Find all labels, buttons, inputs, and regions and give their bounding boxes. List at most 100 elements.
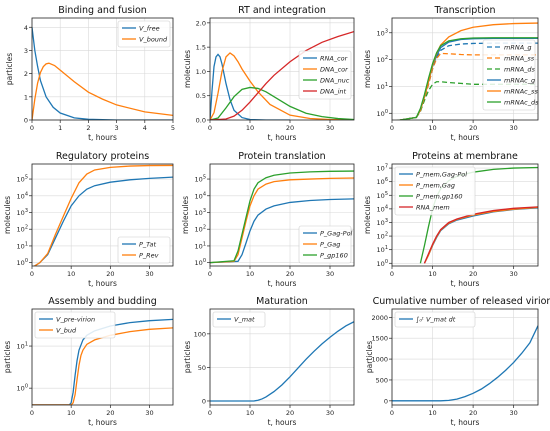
y-axis-label: molecules bbox=[363, 196, 372, 234]
y-tick-label: 0.5 bbox=[196, 92, 206, 100]
y-tick-label: 101 bbox=[17, 342, 28, 351]
legend-label: P_mem,gp160 bbox=[416, 193, 463, 201]
legend-box bbox=[394, 311, 476, 328]
chart-panel-5: 0 10 20 30 100 101 102 103 104 105 Protein transla… bbox=[181, 151, 355, 288]
x-tick-label: 30 bbox=[145, 409, 153, 417]
legend: V_mat bbox=[212, 311, 266, 328]
y-tick-label: 106 bbox=[377, 177, 388, 186]
x-tick-label: 30 bbox=[326, 409, 334, 417]
x-tick-label: 30 bbox=[510, 270, 518, 278]
x-axis-label: t, hours bbox=[268, 133, 297, 142]
x-tick-label: 1 bbox=[58, 124, 62, 132]
x-axis-label: t, hours bbox=[451, 418, 480, 427]
y-tick-label: 4 bbox=[24, 24, 28, 32]
y-tick-label: 0 bbox=[384, 397, 388, 405]
legend-box bbox=[394, 166, 476, 216]
series-line-4 bbox=[423, 206, 538, 264]
series-line-2 bbox=[210, 52, 354, 120]
chart-title: Cumulative number of released virions bbox=[373, 296, 550, 307]
series-line-4 bbox=[210, 30, 354, 120]
x-tick-label: 30 bbox=[510, 124, 518, 132]
y-axis-label: molecules bbox=[363, 50, 372, 88]
x-tick-label: 20 bbox=[286, 270, 294, 278]
legend-label: mRNA_ss bbox=[504, 55, 535, 63]
y-axis-label: molecules bbox=[183, 50, 192, 88]
legend: P_Tat P_Rev bbox=[117, 236, 171, 264]
chart-panel-1: 0 1 2 3 4 5 0 1 2 3 4 Binding and fusion t, hours par… bbox=[5, 5, 175, 142]
x-tick-label: 20 bbox=[469, 270, 477, 278]
x-axis-label: t, hours bbox=[451, 133, 480, 142]
x-tick-label: 30 bbox=[326, 124, 334, 132]
x-tick-label: 10 bbox=[246, 124, 254, 132]
legend-label: RNA_mem bbox=[416, 204, 450, 212]
chart-panel-3: 0 10 20 30 100 101 102 103 Transcription t, hours… bbox=[363, 5, 539, 142]
series-line-2 bbox=[210, 177, 354, 264]
legend-box bbox=[298, 225, 352, 264]
chart-panel-4: 0 10 20 30 100 101 102 103 104 105 Regulatory prot… bbox=[3, 151, 174, 288]
y-axis-label: particles bbox=[365, 341, 374, 373]
x-tick-label: 0 bbox=[208, 270, 212, 278]
x-tick-label: 10 bbox=[67, 409, 75, 417]
x-tick-label: 30 bbox=[326, 270, 334, 278]
x-tick-label: 10 bbox=[428, 270, 436, 278]
series-line-1 bbox=[392, 325, 538, 402]
chart-title: RT and integration bbox=[238, 5, 326, 16]
legend-label: P_mem,Gag-Pol bbox=[416, 171, 467, 179]
y-tick-label: 100 bbox=[17, 258, 28, 267]
series-line-1 bbox=[210, 198, 354, 264]
series-line-1 bbox=[210, 53, 290, 120]
y-tick-label: 2000 bbox=[371, 314, 388, 322]
x-tick-label: 2 bbox=[86, 124, 90, 132]
x-tick-label: 30 bbox=[510, 409, 518, 417]
legend-label: P_Gag-Pol bbox=[320, 230, 353, 238]
series-line-1 bbox=[33, 176, 173, 266]
y-tick-label: 104 bbox=[17, 191, 28, 200]
y-tick-label: 107 bbox=[377, 164, 388, 173]
y-tick-label: 103 bbox=[377, 28, 388, 37]
y-tick-label: 104 bbox=[195, 191, 206, 200]
y-tick-label: 102 bbox=[17, 225, 28, 234]
chart-title: Assembly and budding bbox=[48, 296, 157, 307]
y-tick-label: 103 bbox=[195, 208, 206, 217]
legend-label: V_free bbox=[139, 25, 160, 33]
legend-label: DNA_nuc bbox=[320, 77, 350, 85]
y-tick-label: 105 bbox=[17, 175, 28, 184]
y-axis-label: particles bbox=[3, 341, 12, 373]
plot-frame bbox=[31, 308, 174, 406]
y-tick-label: 0 bbox=[24, 117, 28, 125]
legend: RNA_cor DNA_cor DNA_nuc DNA_int bbox=[298, 50, 352, 100]
plot-frame bbox=[391, 17, 539, 121]
x-tick-label: 10 bbox=[67, 270, 75, 278]
legend: P_Gag-Pol P_Gag P_gp160 bbox=[298, 225, 353, 264]
y-tick-label: 103 bbox=[17, 208, 28, 217]
chart-title: Maturation bbox=[256, 296, 308, 307]
legend-label: P_Gag bbox=[320, 241, 340, 249]
x-tick-label: 3 bbox=[115, 124, 119, 132]
x-axis-label: t, hours bbox=[268, 418, 297, 427]
y-tick-label: 1000 bbox=[371, 356, 388, 364]
y-tick-label: 1.5 bbox=[196, 44, 206, 52]
y-tick-label: 101 bbox=[377, 245, 388, 254]
x-tick-label: 0 bbox=[208, 124, 212, 132]
legend-label: P_mem,Gag bbox=[416, 182, 455, 190]
series-line-1 bbox=[32, 318, 173, 405]
y-tick-label: 101 bbox=[195, 241, 206, 250]
legend-label: V_bud bbox=[56, 327, 77, 335]
legend-label: P_gp160 bbox=[320, 252, 348, 260]
chart-panel-7: 0 10 20 30 100 101 Assembly and budding t, hour… bbox=[3, 296, 174, 427]
series-line-2 bbox=[32, 327, 173, 405]
legend-label: mRNA_ds bbox=[504, 66, 536, 74]
series-line-2 bbox=[423, 206, 538, 264]
plot-frame bbox=[31, 17, 174, 121]
y-tick-label: 1.0 bbox=[196, 68, 206, 76]
y-tick-label: 101 bbox=[17, 241, 28, 250]
y-tick-label: 3 bbox=[24, 47, 28, 55]
y-tick-label: 104 bbox=[377, 204, 388, 213]
y-tick-label: 1500 bbox=[371, 335, 388, 343]
x-tick-label: 0 bbox=[390, 124, 394, 132]
x-tick-label: 20 bbox=[286, 124, 294, 132]
legend-box bbox=[298, 50, 352, 100]
chart-title: Proteins at membrane bbox=[412, 151, 518, 162]
legend-label: mRNAc_ss bbox=[504, 88, 538, 96]
